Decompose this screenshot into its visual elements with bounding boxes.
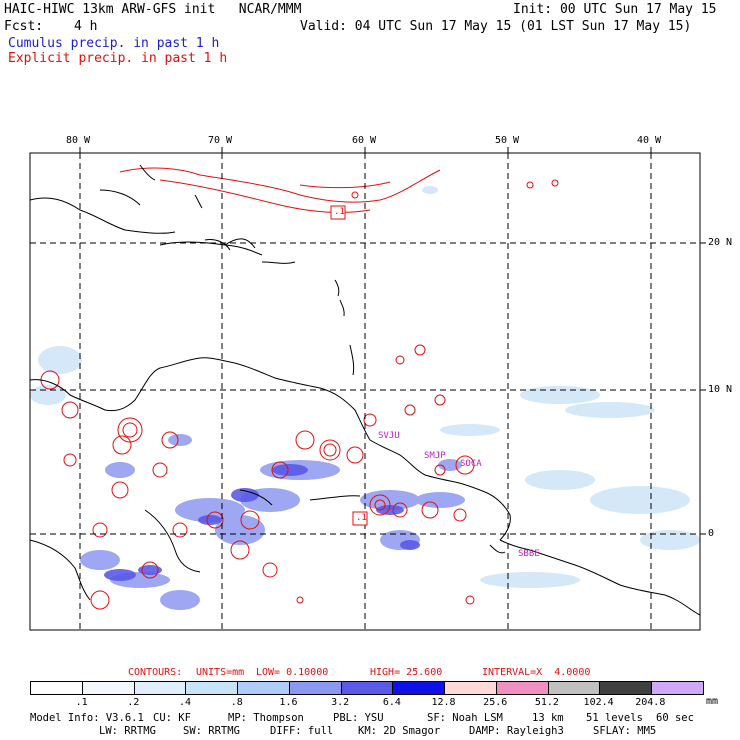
colorbar-label: 1.6	[279, 697, 298, 708]
model-info-damp: DAMP: Rayleigh3	[469, 725, 564, 737]
colorbar-swatch	[133, 682, 186, 694]
colorbar-swatch	[237, 682, 289, 694]
top-ticks	[79, 147, 706, 535]
model-info-cu: CU: KF	[153, 712, 191, 724]
lon-label-50w: 50 W	[495, 135, 520, 146]
colorbar-label: 6.4	[382, 697, 401, 708]
model-info-lw: LW: RRTMG	[99, 725, 156, 737]
lon-label-80w: 80 W	[66, 135, 91, 146]
lat-label-10n: 10 N	[708, 384, 733, 395]
valid-time: Valid: 04 UTC Sun 17 May 15 (01 LST Sun …	[300, 19, 692, 34]
lon-label-60w: 60 W	[352, 135, 377, 146]
colorbar-swatch	[599, 682, 652, 694]
model-info-mp: MP: Thompson	[228, 712, 304, 724]
lon-label-70w: 70 W	[208, 135, 233, 146]
coastlines	[29, 164, 701, 616]
station-label-soca: SOCA	[460, 459, 482, 469]
explicit-precip-contours	[40, 167, 559, 610]
contours-prefix: CONTOURS:	[128, 667, 183, 678]
colorbar-label: 3.2	[331, 697, 350, 708]
model-info-sflay: SFLAY: MM5	[593, 725, 657, 737]
colorbar-swatch	[185, 682, 238, 694]
colorbar-swatch	[340, 682, 393, 694]
lat-label-20n: 20 N	[708, 237, 733, 248]
colorbar-label: 25.6	[483, 697, 508, 708]
colorbar-label: .8	[230, 697, 243, 708]
colorbar-label: 51.2	[534, 697, 559, 708]
model-info-levels: 51 levels	[586, 712, 643, 724]
contours-interval: INTERVAL=X 4.0000	[482, 667, 591, 678]
contours-high: HIGH= 25.600	[370, 667, 443, 678]
colorbar-label: .4	[179, 697, 192, 708]
colorbar-labels: .1 .2 .4 .8 1.6 3.2 6.4 12.8 25.6 51.2 102.4 204.8	[30, 697, 702, 709]
colorbar-swatch	[81, 682, 134, 694]
chart-title: HAIC-HIWC 13km ARW-GFS init NCAR/MMM	[4, 2, 302, 17]
model-info-sw: SW: RRTMG	[183, 725, 240, 737]
forecast-hour: 4 h	[74, 19, 98, 34]
contour-label: .1	[334, 207, 345, 217]
contour-label: .1	[356, 513, 367, 523]
colorbar-swatch	[495, 682, 548, 694]
model-info-diff: DIFF: full	[270, 725, 334, 737]
colorbar-swatch	[547, 682, 600, 694]
station-label-sbbe: SBBE	[518, 549, 540, 559]
lat-label-0: 0	[708, 528, 715, 539]
colorbar-swatch	[392, 682, 445, 694]
contours-units: UNITS=mm	[196, 667, 245, 678]
station-label-svju: SVJU	[378, 431, 400, 441]
colorbar-label: .1	[75, 697, 88, 708]
init-time: Init: 00 UTC Sun 17 May 15	[513, 2, 717, 17]
model-info-sf: SF: Noah LSM	[427, 712, 503, 724]
colorbar-label: 204.8	[635, 697, 666, 708]
lat-lon-grid	[30, 153, 700, 630]
colorbar	[30, 681, 704, 695]
contour-label-boxes	[330, 205, 368, 526]
colorbar-swatch	[444, 682, 496, 694]
colorbar-label: 12.8	[431, 697, 456, 708]
model-info-res: 13 km	[532, 712, 564, 724]
forecast-label: Fcst:	[4, 19, 44, 34]
colorbar-unit: mm	[706, 696, 719, 707]
lon-label-40w: 40 W	[637, 135, 662, 146]
model-info-timestep: 60 sec	[656, 712, 694, 724]
colorbar-label: .2	[127, 697, 140, 708]
colorbar-swatch	[288, 682, 341, 694]
contours-low: LOW= 0.10000	[256, 667, 329, 678]
legend-cumulus: Cumulus precip. in past 1 h	[8, 36, 220, 51]
colorbar-swatch	[651, 682, 703, 694]
colorbar-label: 102.4	[583, 697, 614, 708]
station-label-smjp: SMJP	[424, 451, 446, 461]
colorbar-swatch	[31, 682, 82, 694]
model-info-pbl: PBL: YSU	[333, 712, 384, 724]
model-info-version: Model Info: V3.6.1	[30, 712, 144, 724]
legend-explicit: Explicit precip. in past 1 h	[8, 51, 228, 66]
cumulus-precip-shading	[30, 186, 700, 610]
model-info-km: KM: 2D Smagor	[358, 725, 441, 737]
